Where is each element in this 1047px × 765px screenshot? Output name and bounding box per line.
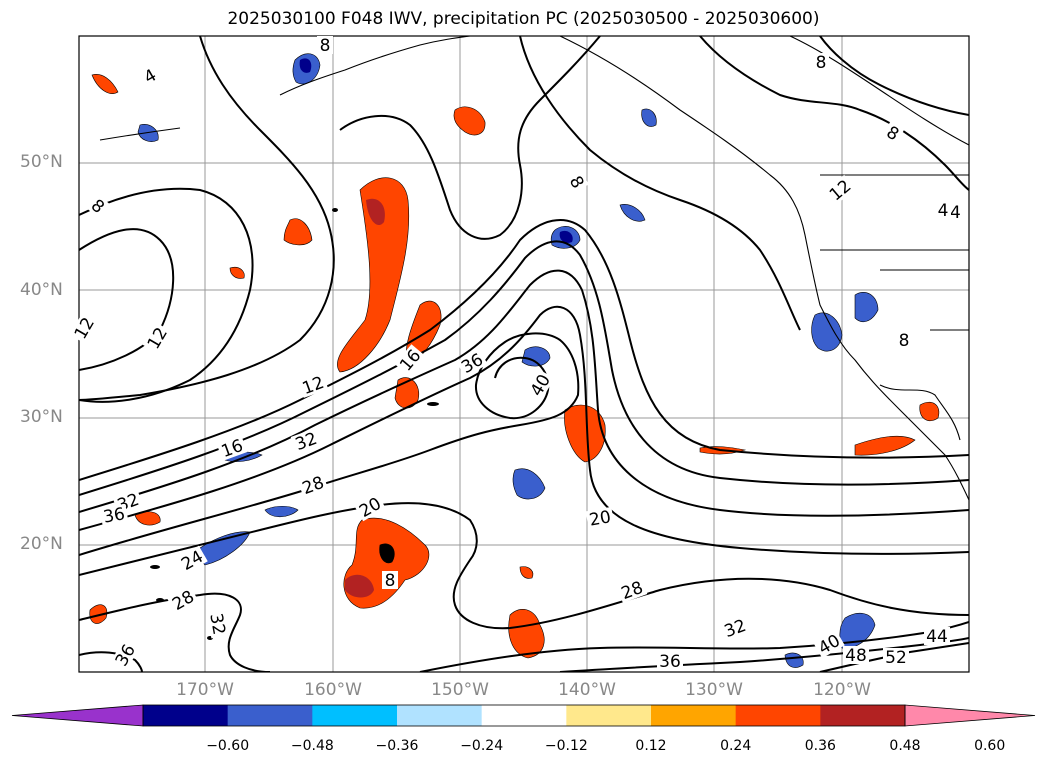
contour-label: 20 <box>356 494 385 522</box>
contour-label-bg <box>719 615 751 641</box>
contour-label-bg <box>394 344 426 376</box>
colorbar-tick-label: −0.60 <box>206 738 250 754</box>
contour-label: 40 <box>527 371 555 400</box>
plot-frame <box>78 35 970 673</box>
colorbar-cell <box>227 705 313 726</box>
contour-label: 52 <box>885 648 907 668</box>
colorbar-cell <box>566 705 652 726</box>
contour-label-bg <box>896 331 912 349</box>
colorbar-cell <box>312 705 398 726</box>
colorbar-cell <box>651 705 737 726</box>
colorbar-tick-label: −0.36 <box>375 738 419 754</box>
contour-label-bg <box>456 348 488 378</box>
colorbar-tick-label: 0.36 <box>804 738 836 754</box>
contour-label: 44 <box>926 627 948 647</box>
contour-label: 28 <box>169 587 198 615</box>
latitude-label: 50°N <box>20 152 63 172</box>
coastlines <box>99 36 969 501</box>
contour-label-bg <box>176 545 208 575</box>
contour-label-bg <box>216 435 248 461</box>
contour-label: 8 <box>320 36 331 56</box>
contour-label-bg <box>206 609 230 639</box>
contour-label-bg <box>99 503 129 527</box>
longitude-label: 120°W <box>813 680 871 700</box>
iwv-contours <box>79 36 969 672</box>
contour-label-bg <box>69 312 99 344</box>
contour-label-bg <box>657 652 683 670</box>
contour-label-bg <box>883 648 909 666</box>
colorbar-cell <box>397 705 483 726</box>
contour-blobs <box>150 208 439 640</box>
precip-shading <box>89 53 940 668</box>
contour-label-bg <box>843 646 869 664</box>
colorbar-frame <box>142 704 906 727</box>
colorbar-tick-label: 0.48 <box>889 738 921 754</box>
contour-label: 8 <box>385 571 396 591</box>
figure-title: 2025030100 F048 IWV, precipitation PC (2… <box>227 9 820 29</box>
contour-label-bg <box>142 322 172 354</box>
contour-label-bg <box>297 472 329 498</box>
longitude-label: 140°W <box>558 680 616 700</box>
latitude-label: 20°N <box>20 534 63 554</box>
colorbar-extend-right <box>904 704 1036 727</box>
contour-label-bg <box>86 193 110 219</box>
contour-label-bg <box>382 571 398 589</box>
contour-label-bg <box>354 492 386 522</box>
colorbar-cell <box>481 705 567 726</box>
longitude-label: 150°W <box>431 680 489 700</box>
contour-label: 36 <box>659 652 681 672</box>
contour-label: 4 <box>938 201 949 221</box>
colorbar <box>11 704 1036 727</box>
contour-label: 48 <box>845 646 867 666</box>
colorbar-cell <box>735 705 821 726</box>
contour-label: 8 <box>816 53 827 73</box>
contour-label-bg <box>290 428 322 454</box>
colorbar-tick-label: −0.12 <box>544 738 588 754</box>
longitude-label: 160°W <box>304 680 362 700</box>
contour-label-bg <box>297 372 329 398</box>
contour-labels: 4888881212121216162020242428282832323232… <box>69 36 963 672</box>
contour-label-bg <box>824 174 856 206</box>
contour-label-bg <box>813 53 829 71</box>
contour-label-bg <box>935 201 951 219</box>
colorbar-tick-label: 0.12 <box>635 738 667 754</box>
contour-label-bg <box>110 639 140 671</box>
contour-label-bg <box>138 64 162 88</box>
contour-label: 20 <box>588 507 613 530</box>
contour-label: 36 <box>458 350 487 378</box>
colorbar-cell <box>820 705 906 726</box>
contour-label: 32 <box>205 612 228 637</box>
contour-label-bg <box>813 629 845 659</box>
colorbar-cell <box>143 705 229 726</box>
longitude-label: 170°W <box>176 680 234 700</box>
contour-label-bg <box>924 627 950 645</box>
contour-label-bg <box>616 577 648 603</box>
contour-label-bg <box>585 506 615 530</box>
contour-label-bg <box>565 170 589 194</box>
colorbar-tick-label: −0.48 <box>290 738 334 754</box>
contour-label: 36 <box>112 641 140 670</box>
colorbar-tick-label: −0.24 <box>460 738 504 754</box>
contour-label: 8 <box>899 331 910 351</box>
contour-label-bg <box>317 36 333 54</box>
latitude-label: 30°N <box>20 407 63 427</box>
contour-label-bg <box>525 369 555 401</box>
contour-label: 12 <box>826 176 855 205</box>
contour-label: 12 <box>71 314 99 343</box>
contour-label-bg <box>167 585 199 615</box>
contour-label: 36 <box>102 504 127 527</box>
colorbar-tick-label: 0.60 <box>974 738 1006 754</box>
colorbar-extend-left <box>11 704 144 727</box>
longitude-label: 130°W <box>685 680 743 700</box>
contour-label-bg <box>881 121 905 145</box>
latitude-label: 40°N <box>20 280 63 300</box>
colorbar-tick-label: 0.24 <box>720 738 752 754</box>
contour-label: 12 <box>144 324 172 353</box>
